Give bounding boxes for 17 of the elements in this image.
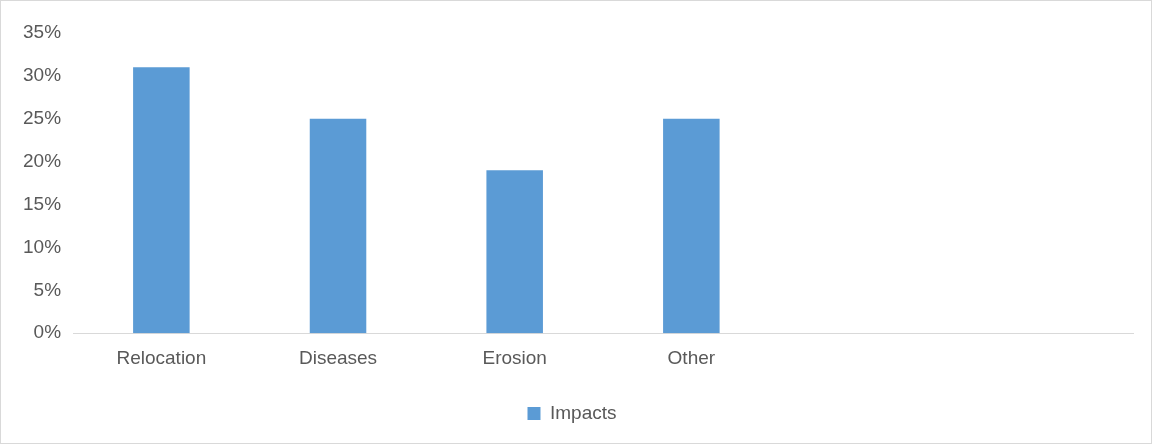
y-tick-label: 0% xyxy=(33,321,62,343)
y-tick-label: 25% xyxy=(23,107,62,129)
y-tick-label: 30% xyxy=(23,64,62,86)
bar xyxy=(133,67,190,334)
y-tick-label: 10% xyxy=(23,235,62,257)
x-tick-label: Other xyxy=(667,346,716,368)
bar xyxy=(663,118,720,334)
x-tick-label: Relocation xyxy=(116,346,207,368)
y-tick-label: 5% xyxy=(33,278,62,300)
legend-label: Impacts xyxy=(549,401,617,423)
x-tick-label: Diseases xyxy=(298,346,378,368)
bar xyxy=(309,118,367,334)
y-tick-label: 20% xyxy=(23,149,62,171)
x-tick-label: Erosion xyxy=(482,346,547,368)
y-tick-label: 15% xyxy=(23,192,62,214)
y-tick-label: 35% xyxy=(23,21,62,43)
bar xyxy=(486,170,543,334)
